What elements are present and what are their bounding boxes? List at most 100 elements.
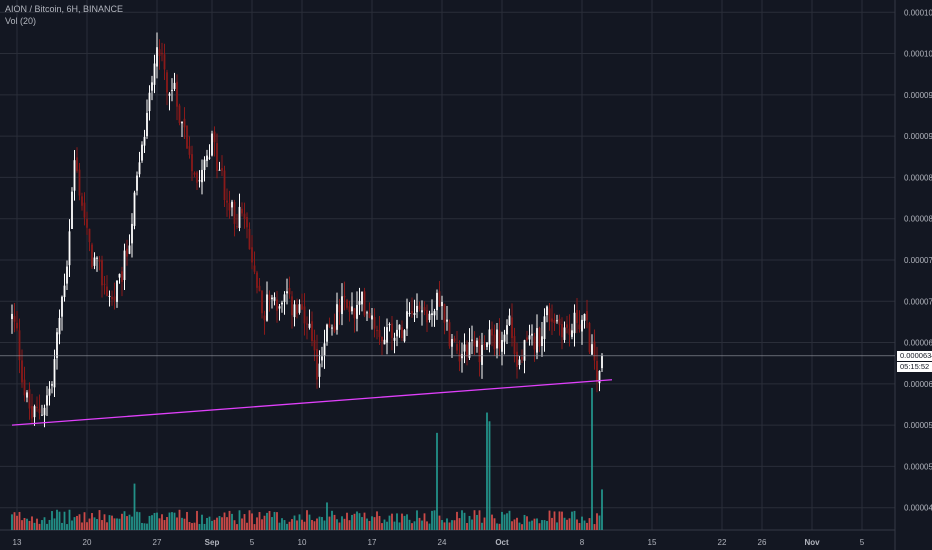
volume-bar <box>93 517 96 530</box>
volume-bar <box>158 518 161 530</box>
x-tick-label: 5 <box>250 538 255 547</box>
volume-bar <box>433 510 436 530</box>
candle-body <box>513 336 516 354</box>
volume-bar <box>368 520 371 530</box>
candle-body <box>488 329 491 345</box>
candle-body <box>491 328 493 336</box>
candle-body <box>123 250 126 281</box>
candle-body <box>143 136 146 146</box>
y-tick-label: 0.0000750 <box>904 256 932 265</box>
candle-body <box>236 226 238 228</box>
candle-body <box>241 208 243 214</box>
x-tick-label: 24 <box>438 538 447 547</box>
volume-bar <box>251 513 253 530</box>
volume-bar <box>141 522 143 530</box>
volume-bar <box>423 513 426 530</box>
candle-body <box>588 323 591 353</box>
volume-bar <box>488 421 491 530</box>
candle-body <box>381 336 383 342</box>
x-tick-label: 22 <box>718 538 727 547</box>
candle-body <box>201 169 203 183</box>
volume-bar <box>388 515 391 530</box>
volume-bar <box>101 520 103 530</box>
candle-body <box>16 322 18 329</box>
volume-bar <box>213 519 216 530</box>
volume-bar <box>426 521 428 530</box>
volume-bar <box>68 509 71 530</box>
candle-body <box>198 180 201 182</box>
volume-bar <box>421 520 423 530</box>
volume-bar <box>176 517 178 530</box>
candle-body <box>463 344 466 352</box>
volume-bar <box>23 517 26 530</box>
candle-body <box>318 363 321 377</box>
volume-bar <box>563 517 566 530</box>
y-tick-label: 0.0000650 <box>904 339 932 348</box>
candle-body <box>173 82 176 89</box>
volume-bar <box>166 517 168 530</box>
volume-bar <box>571 511 573 530</box>
candle-body <box>158 49 161 56</box>
candle-body <box>331 327 333 329</box>
volume-bar <box>533 518 536 530</box>
candle-body <box>48 388 51 396</box>
volume-bar <box>106 522 108 530</box>
candle-body <box>533 336 536 350</box>
volume-bar <box>271 517 273 530</box>
candle-body <box>118 273 121 278</box>
candle-body <box>176 81 178 107</box>
candle-body <box>581 319 583 332</box>
candle-body <box>361 291 363 305</box>
volume-bar <box>311 519 313 530</box>
volume-bar <box>38 523 41 530</box>
candle-body <box>338 305 341 313</box>
candle-body <box>33 406 36 418</box>
candle-body <box>366 312 368 314</box>
candle-body <box>223 170 226 201</box>
volume-bar <box>26 518 28 530</box>
volume-bar <box>583 520 586 530</box>
x-tick-label: 17 <box>368 538 377 547</box>
candle-body <box>71 191 73 229</box>
candle-body <box>566 324 568 328</box>
volume-bar <box>281 518 283 530</box>
candle-body <box>591 344 593 355</box>
volume-bar <box>53 518 56 530</box>
x-tick-label: 13 <box>13 538 22 547</box>
candle-body <box>111 296 113 300</box>
candle-body <box>53 359 56 388</box>
candle-body <box>433 311 436 316</box>
candle-body <box>531 333 533 336</box>
candle-body <box>473 340 476 347</box>
volume-bar <box>401 513 403 530</box>
volume-bar <box>356 511 358 530</box>
candle-body <box>583 313 586 321</box>
volume-bar <box>361 517 363 530</box>
candle-body <box>298 304 301 313</box>
volume-bar <box>336 519 338 530</box>
volume-bar <box>81 522 83 530</box>
volume-bar <box>588 518 591 530</box>
candle-body <box>328 323 331 327</box>
volume-bar <box>461 510 463 530</box>
volume-bar <box>286 523 288 530</box>
candle-body <box>66 266 68 284</box>
volume-bar <box>316 518 318 530</box>
candle-body <box>446 319 448 322</box>
candle-body <box>91 244 93 268</box>
candle-body <box>316 348 318 380</box>
volume-bar <box>456 511 458 530</box>
candle-body <box>501 339 503 352</box>
volume-bar <box>128 514 131 530</box>
candle-body <box>206 155 208 161</box>
candle-body <box>253 265 256 272</box>
candle-body <box>133 192 136 226</box>
candle-body <box>266 294 268 321</box>
volume-bar <box>111 515 113 530</box>
candle-body <box>538 327 541 347</box>
candle-body <box>543 316 546 340</box>
candle-body <box>163 54 166 70</box>
volume-bar <box>246 522 248 530</box>
volume-bar <box>228 510 231 530</box>
